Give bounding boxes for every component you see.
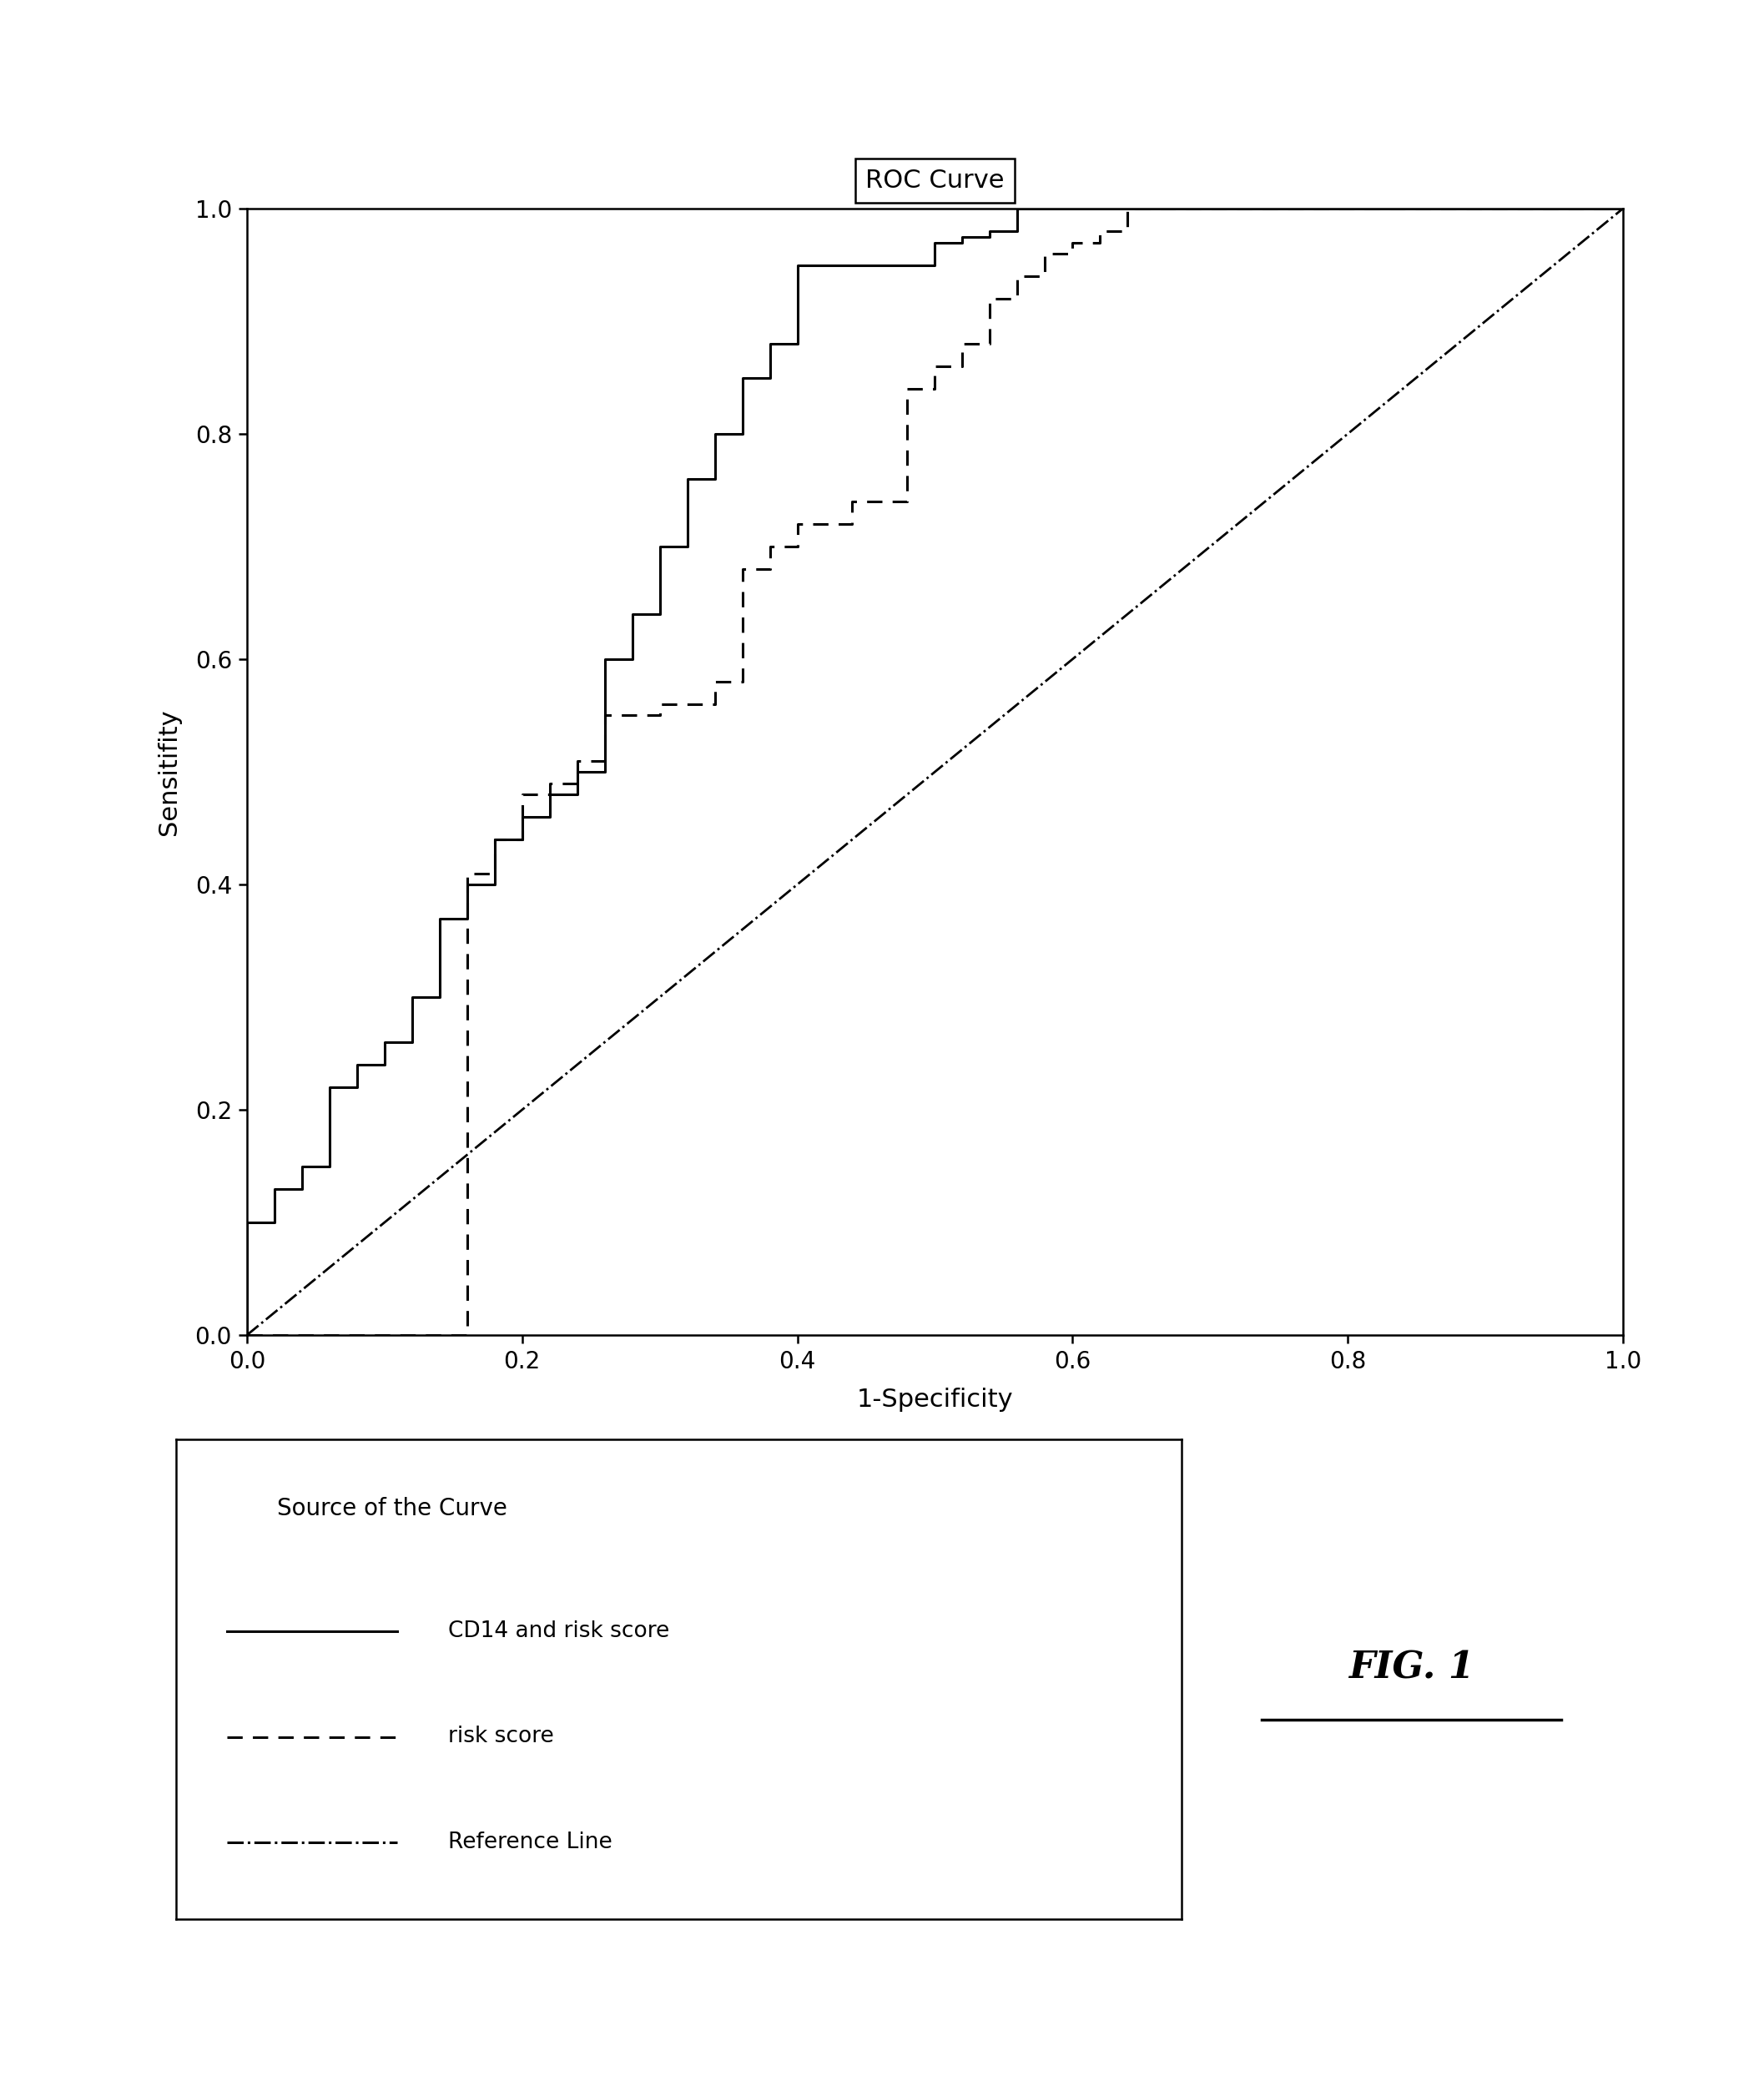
X-axis label: 1-Specificity: 1-Specificity — [857, 1387, 1013, 1412]
Text: CD14 and risk score: CD14 and risk score — [448, 1621, 669, 1642]
Text: Source of the Curve: Source of the Curve — [277, 1498, 506, 1521]
Text: FIG. 1: FIG. 1 — [1348, 1650, 1475, 1685]
Title: ROC Curve: ROC Curve — [866, 169, 1004, 192]
Y-axis label: Sensitifity: Sensitifity — [157, 709, 182, 834]
Text: Reference Line: Reference Line — [448, 1832, 612, 1852]
Text: risk score: risk score — [448, 1725, 554, 1748]
